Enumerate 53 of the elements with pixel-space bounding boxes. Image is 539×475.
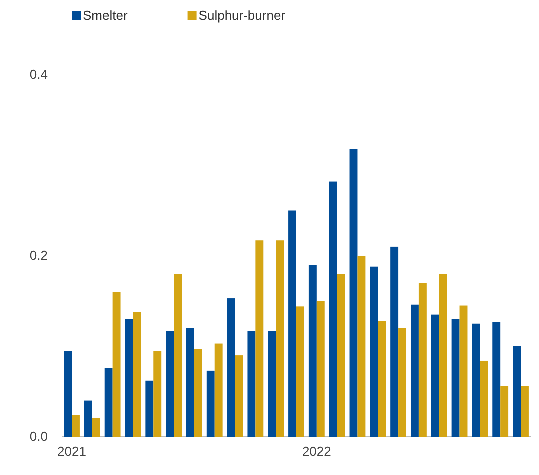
bar bbox=[256, 240, 264, 437]
bar bbox=[410, 304, 419, 437]
bar bbox=[439, 274, 448, 437]
bar bbox=[390, 246, 399, 437]
bar bbox=[133, 312, 142, 437]
bar bbox=[194, 349, 202, 437]
bar bbox=[227, 298, 236, 437]
y-tick-label: 0.2 bbox=[30, 248, 48, 264]
bar bbox=[268, 331, 276, 437]
bar bbox=[72, 415, 80, 437]
x-tick-label: 2022 bbox=[302, 444, 332, 460]
bar bbox=[378, 321, 386, 437]
bar bbox=[418, 283, 427, 437]
bar bbox=[146, 380, 154, 437]
bar bbox=[431, 314, 440, 437]
bar bbox=[472, 324, 480, 437]
bar bbox=[513, 346, 521, 437]
bar bbox=[166, 331, 174, 437]
bar bbox=[337, 274, 346, 437]
bar bbox=[84, 400, 92, 437]
bar bbox=[104, 368, 113, 437]
bar bbox=[206, 370, 215, 437]
bar bbox=[64, 351, 72, 437]
bar bbox=[452, 319, 460, 437]
y-tick-label: 0.4 bbox=[30, 67, 48, 82]
bar bbox=[480, 360, 488, 437]
legend-label: Sulphur-burner bbox=[198, 8, 286, 23]
x-tick-label: 2021 bbox=[58, 444, 86, 460]
bar bbox=[92, 418, 100, 437]
legend-label: Smelter bbox=[83, 8, 128, 23]
bar bbox=[492, 322, 501, 437]
bar bbox=[214, 344, 223, 437]
bar bbox=[174, 274, 182, 437]
bar bbox=[350, 149, 358, 437]
bar bbox=[308, 265, 317, 437]
bar bbox=[521, 386, 529, 437]
bar bbox=[460, 306, 468, 437]
bar bbox=[276, 240, 284, 437]
bar bbox=[186, 328, 194, 437]
y-tick-label: 0.0 bbox=[30, 429, 48, 444]
bar bbox=[235, 356, 244, 437]
bar bbox=[500, 386, 509, 437]
bar bbox=[248, 331, 256, 437]
bar bbox=[398, 328, 407, 437]
bar bbox=[288, 210, 296, 437]
bar bbox=[316, 301, 325, 437]
bar bbox=[125, 319, 134, 437]
bar bbox=[370, 266, 378, 437]
bar bbox=[329, 182, 338, 437]
bar bbox=[358, 256, 366, 437]
bar bbox=[154, 351, 162, 437]
bar bbox=[296, 306, 304, 437]
bar bbox=[112, 292, 121, 437]
